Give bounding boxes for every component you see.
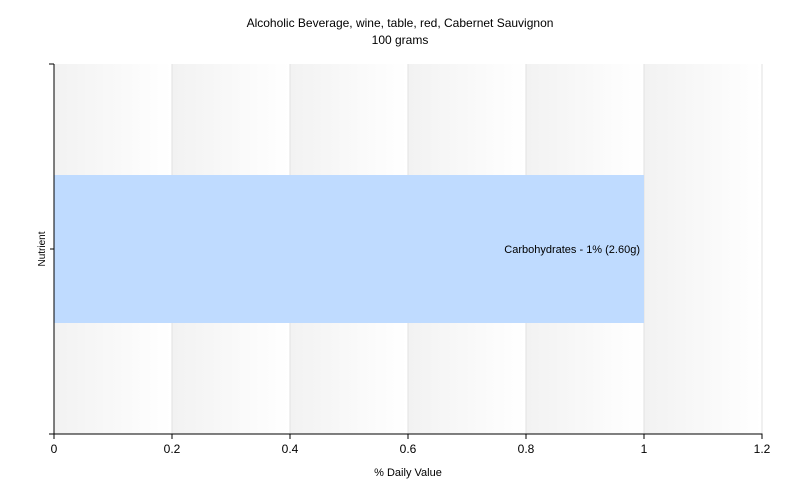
bar-data-label: Carbohydrates - 1% (2.60g) [504, 244, 640, 256]
x-tick-label: 0.2 [164, 442, 181, 456]
x-tick-label: 0.6 [400, 442, 417, 456]
x-tick-label: 1.2 [754, 442, 771, 456]
chart-subtitle: 100 grams [371, 33, 429, 47]
x-tick-label: 0.8 [518, 442, 535, 456]
y-axis-label: Nutrient [37, 231, 48, 266]
x-axis-label: % Daily Value [374, 467, 442, 479]
x-tick-label: 0.4 [282, 442, 299, 456]
bar [54, 175, 644, 323]
plot-band [644, 64, 762, 434]
x-tick-label: 1 [641, 442, 648, 456]
chart-title: Alcoholic Beverage, wine, table, red, Ca… [246, 16, 554, 30]
x-tick-label: 0 [51, 442, 58, 456]
